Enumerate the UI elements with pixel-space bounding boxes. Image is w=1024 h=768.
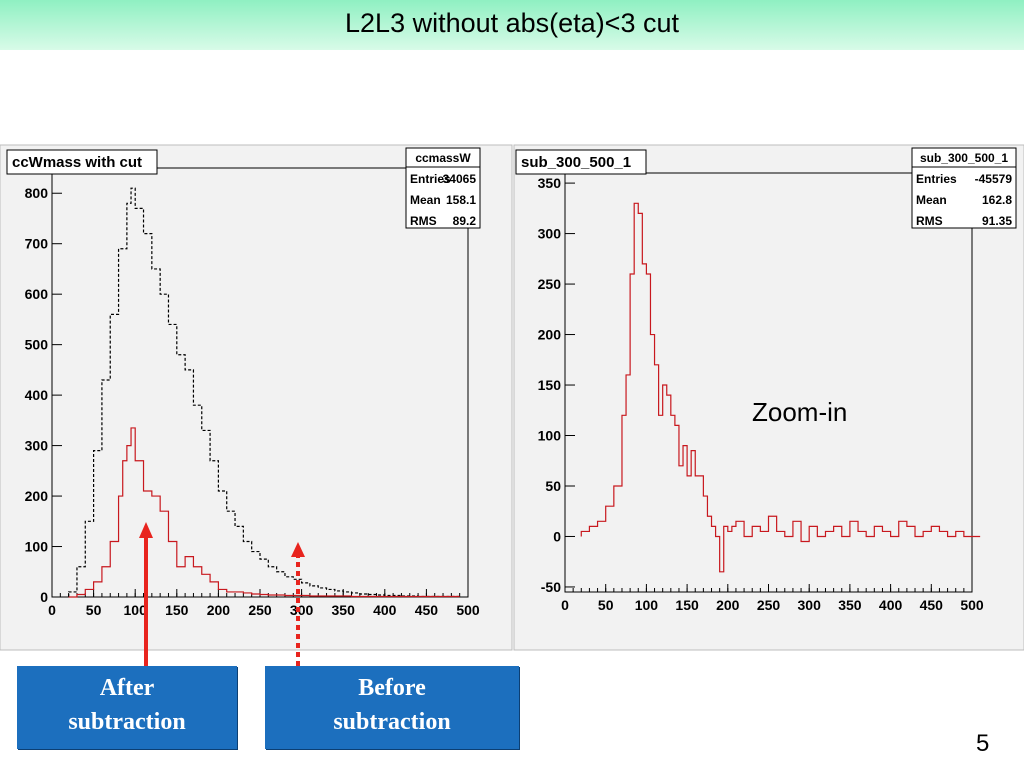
y-tick-label: 700 [25,236,49,252]
before-arrow-head [291,542,305,557]
x-tick-label: 350 [332,602,356,618]
x-tick-label: 50 [86,602,102,618]
y-tick-label: 100 [25,539,49,555]
x-tick-label: 100 [635,597,659,613]
y-tick-label: 250 [538,276,562,292]
stats-label: Mean [410,193,441,207]
x-tick-label: 250 [248,602,272,618]
histogram-series-1 [580,202,981,573]
histogram-series-1 [68,187,460,598]
page-number: 5 [976,730,990,757]
x-tick-label: 400 [373,602,397,618]
y-tick-label: 0 [40,589,48,605]
x-tick-label: 500 [456,602,480,618]
after-subtraction-callout: After subtraction [17,666,237,749]
x-tick-label: 450 [415,602,439,618]
stats-label: Entries [410,172,451,186]
before-callout-line-2: subtraction [333,709,451,735]
histogram-series-2 [68,427,460,598]
after-callout-line-1: After [99,675,155,701]
after-callout-line-2: subtraction [68,709,186,735]
y-tick-label: 300 [538,226,562,242]
y-tick-label: 200 [538,327,562,343]
stats-label: Entries [916,172,957,186]
x-tick-label: 150 [675,597,699,613]
x-tick-label: 300 [798,597,822,613]
y-tick-label: 200 [25,488,49,504]
stats-label: RMS [916,214,943,228]
zoom-in-label: Zoom-in [752,397,848,427]
chart-panel-1: 0 50 100 150 200 250 300 350 400 450 500 0 100 200 300… [0,144,513,651]
stats-label: RMS [410,214,437,228]
stats-value: 91.35 [982,214,1012,228]
y-tick-label: 300 [25,438,49,454]
y-tick-label: 100 [538,428,562,444]
stats-value: 158.1 [446,193,476,207]
x-tick-label: 200 [716,597,740,613]
y-tick-label: 0 [553,528,561,544]
y-tick-label: 50 [545,478,561,494]
plot-area [51,167,469,598]
y-tick-label: 800 [25,185,49,201]
x-tick-label: 350 [838,597,862,613]
stats-value: 34065 [443,172,477,186]
x-tick-label: 50 [598,597,614,613]
x-tick-label: 450 [920,597,944,613]
stats-name: ccmassW [415,151,471,165]
y-tick-label: -50 [541,579,561,595]
x-tick-label: 0 [561,597,569,613]
chart-title: ccWmass with cut [12,154,142,171]
y-tick-label: 600 [25,286,49,302]
stats-value: 162.8 [982,193,1012,207]
y-tick-label: 150 [538,377,562,393]
chart-title-box [515,149,647,175]
chart-title: sub_300_500_1 [521,154,631,171]
chart-panel-2: 0 50 100 150 200 250 300 350 400 450 500-500501001… [513,144,1024,651]
stats-value: 89.2 [453,214,477,228]
y-tick-label: 400 [25,387,49,403]
after-arrow-head [139,522,153,538]
before-subtraction-callout: Before subtraction [265,666,519,749]
y-tick-label: 350 [538,175,562,191]
x-tick-label: 100 [124,602,148,618]
stats-box [911,147,1017,229]
x-tick-label: 400 [879,597,903,613]
stats-label: Mean [916,193,947,207]
chart-title-box [6,149,158,175]
stats-value: -45579 [975,172,1013,186]
stats-name: sub_300_500_1 [920,151,1008,165]
y-tick-label: 500 [25,337,49,353]
x-tick-label: 0 [48,602,56,618]
x-tick-label: 200 [207,602,231,618]
x-tick-label: 150 [165,602,189,618]
x-tick-label: 250 [757,597,781,613]
before-callout-line-1: Before [358,675,426,701]
title-bar [0,0,1024,50]
stats-box [405,147,481,229]
slide-title: L2L3 without abs(eta)<3 cut [345,8,679,38]
x-tick-label: 300 [290,602,314,618]
x-tick-label: 500 [960,597,984,613]
